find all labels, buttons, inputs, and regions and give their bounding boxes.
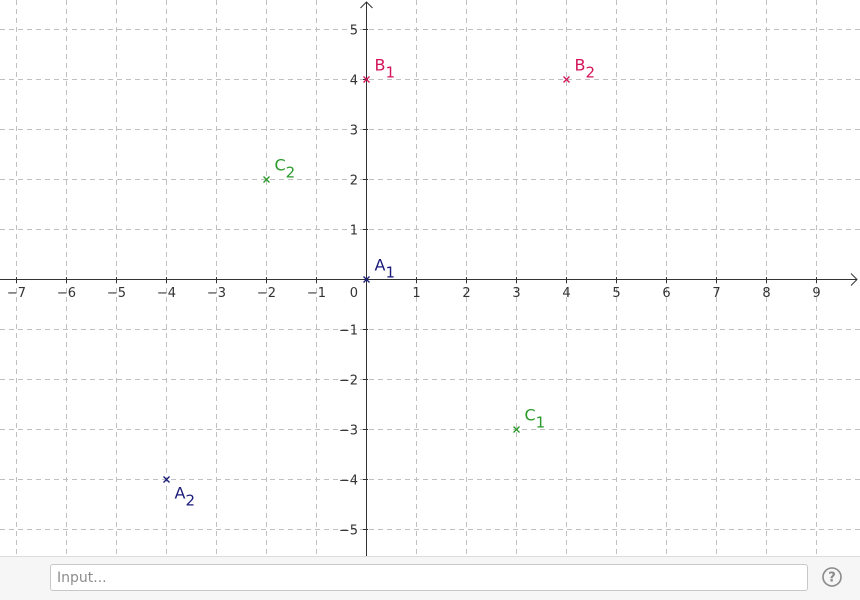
point-label: A2 [175,484,196,510]
point-marker [363,276,370,283]
y-tick-label: −1 [339,324,358,339]
x-tick-label: 3 [512,286,520,301]
y-tick-label: 1 [350,224,358,239]
point-label-name: C [275,156,286,175]
y-tick-label: 3 [350,124,358,139]
y-tick-label: −3 [339,424,358,439]
y-axis-arrow-icon [360,1,373,9]
x-tick-label: −1 [307,286,326,301]
y-tick-label: −2 [339,374,358,389]
y-tick-label: 4 [350,74,358,89]
point-label-subscript: 1 [536,414,546,432]
point-label-subscript: 1 [385,64,395,82]
point-a1[interactable]: A1 [363,256,396,283]
x-tick-label: 8 [762,286,770,301]
grid [0,0,860,556]
point-c1[interactable]: C1 [513,406,546,433]
x-tick-label: −6 [57,286,76,301]
point-label: A1 [375,256,396,282]
point-marker [363,76,370,83]
x-tick-label: −7 [7,286,26,301]
y-tick-label: −5 [339,524,358,539]
x-tick-label: 9 [812,286,820,301]
point-label-name: B [375,56,386,75]
input-field[interactable] [50,564,808,591]
y-tick-label: −4 [339,474,358,489]
point-label-subscript: 2 [286,164,296,182]
point-c2[interactable]: C2 [263,156,296,183]
x-tick-label: 7 [712,286,720,301]
x-tick-label: −2 [257,286,276,301]
point-label-subscript: 2 [185,492,195,510]
point-label: C1 [525,406,546,432]
y-tick-label: 5 [350,24,358,39]
point-b1[interactable]: B1 [363,56,396,83]
point-a2[interactable]: A2 [163,476,196,510]
x-tick-label: 1 [412,286,420,301]
x-tick-label: 5 [612,286,620,301]
y-tick-label: 2 [350,174,358,189]
axes: −7 −6 −5 −4 −3 −2 −1 1 2 3 4 5 6 7 8 9 −5 −4 −3 −2 −1 1 2 3 4 5 0 [0,1,858,556]
algebra-input-bar: ? [0,556,860,600]
help-icon-glyph: ? [828,571,836,586]
x-axis-arrow-icon [850,273,858,286]
x-tick-label: −5 [107,286,126,301]
point-label: C2 [275,156,296,182]
point-label-subscript: 2 [585,64,595,82]
x-tick-label: 2 [462,286,470,301]
point-label-name: B [575,56,586,75]
origin-label: 0 [350,286,358,301]
point-marker [163,476,170,483]
x-tick-label: 4 [562,286,570,301]
point-label: B2 [575,56,596,82]
x-tick-label: −3 [207,286,226,301]
point-label-name: A [175,484,186,503]
point-label-name: C [525,406,536,425]
x-tick-label: 6 [662,286,670,301]
point-label: B1 [375,56,396,82]
point-marker [513,426,520,433]
point-b2[interactable]: B2 [563,56,596,83]
point-label-name: A [375,256,386,275]
point-marker [263,176,270,183]
graphics-view[interactable]: −7 −6 −5 −4 −3 −2 −1 1 2 3 4 5 6 7 8 9−5−4−3−2−1123450 … [0,0,860,556]
point-marker [563,76,570,83]
x-tick-label: −4 [157,286,176,301]
help-icon[interactable]: ? [822,567,842,587]
point-label-subscript: 1 [385,264,395,282]
